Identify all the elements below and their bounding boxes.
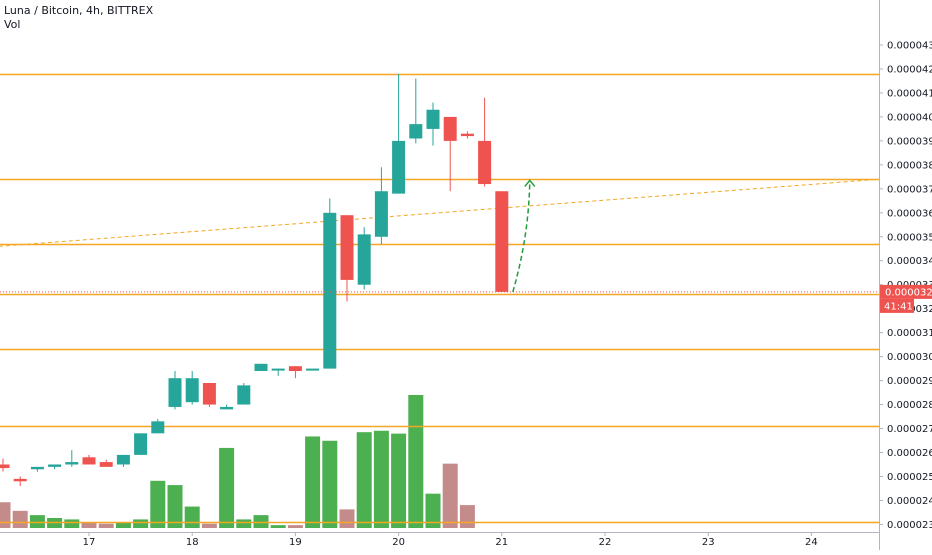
volume-bar [305,436,321,528]
chart-title: Luna / Bitcoin, 4h, BITTREX [4,4,154,17]
volume-bar [29,515,45,528]
time-tick-label: 24 [805,537,818,548]
projection-arrow-head [524,179,536,187]
volume-bar [184,506,200,528]
volume-bar [253,515,269,528]
candle-body [185,378,199,403]
volume-bar [201,523,217,528]
candle-body [82,457,96,465]
candle-body [168,378,182,407]
price-tick-label: 0.00002800 [887,400,932,411]
candle-body [426,109,440,129]
volume-bar [373,430,389,528]
volume-bar [219,447,235,528]
last-price-badge [880,284,932,299]
candle-body [443,116,457,141]
price-tick-label: 0.00003500 [887,232,932,243]
candle-body [392,140,406,194]
price-tick-label: 0.00004200 [887,64,932,75]
time-tick-label: 18 [186,537,199,548]
price-tick-label: 0.00003700 [887,184,932,195]
candle-body [65,462,79,465]
price-tick-label: 0.00003000 [887,352,932,363]
time-tick-label: 23 [702,537,715,548]
price-tick-label: 0.00002900 [887,376,932,387]
volume-bar [133,519,149,528]
volume-bar [459,505,475,528]
candle-body [151,421,165,434]
volume-label: Vol [4,18,21,31]
price-tick-label: 0.00004000 [887,112,932,123]
candle-body [460,133,474,137]
volume-bar [408,395,424,528]
volume-bar [442,463,458,528]
volume-bar [391,433,407,528]
candle-body [99,462,113,467]
candle-body [323,212,337,369]
volume-bar [322,440,338,528]
price-tick-label: 0.00003800 [887,160,932,171]
countdown-label: 41:41 [884,301,913,312]
time-tick-label: 17 [83,537,96,548]
time-tick-label: 22 [599,537,612,548]
candle-body [237,385,251,405]
candle-body [30,466,44,470]
volume-bar [236,519,252,528]
price-tick-label: 0.00002400 [887,496,932,507]
volume-bar [12,510,28,528]
candle-body [254,363,268,371]
last-price-label: 0.00003270 [885,287,932,298]
volume-bar [167,485,183,528]
volume-bar [425,493,441,528]
candle-body [409,124,423,139]
volume-bar [115,522,131,528]
price-tick-label: 0.00003100 [887,328,932,339]
volume-bar [339,509,355,528]
price-tick-label: 0.00003400 [887,256,932,267]
candle-body [134,433,148,455]
price-tick-label: 0.00003900 [887,136,932,147]
candle-body [340,215,354,280]
time-tick-label: 19 [289,537,302,548]
price-tick-label: 0.00002700 [887,424,932,435]
price-tick-label: 0.00004300 [887,41,932,52]
volume-bar [287,525,303,528]
volume-bar [0,502,11,528]
candle-body [0,464,10,469]
countdown-badge [880,298,914,313]
volume-bar [81,522,97,528]
volume-bar [150,480,166,528]
candle-body [357,234,371,285]
candle-body [271,368,285,371]
volume-bar [64,519,80,528]
candle-body [48,464,62,467]
candle-body [288,366,302,371]
projection-arrow [512,180,531,293]
price-tick-label: 0.00002600 [887,448,932,459]
trend-line [0,178,880,247]
price-tick-label: 0.00002300 [887,520,932,531]
candle-body [306,368,320,371]
time-tick-label: 20 [392,537,405,548]
price-tick-label: 0.00004100 [887,88,932,99]
candle-body [13,478,27,482]
candle-body [116,454,130,465]
volume-bar [98,523,114,528]
candle-body [220,406,234,410]
price-tick-label: 0.00003600 [887,208,932,219]
chart-legend: Luna / Bitcoin, 4h, BITTREX Vol [4,4,153,32]
candle-body [478,140,492,185]
volume-bar [356,432,372,528]
candle-body [374,191,388,237]
price-tick-label: 0.00002500 [887,472,932,483]
candle-body [202,382,216,405]
candle-body [495,191,509,292]
time-tick-label: 21 [495,537,508,548]
volume-bar [270,525,286,528]
